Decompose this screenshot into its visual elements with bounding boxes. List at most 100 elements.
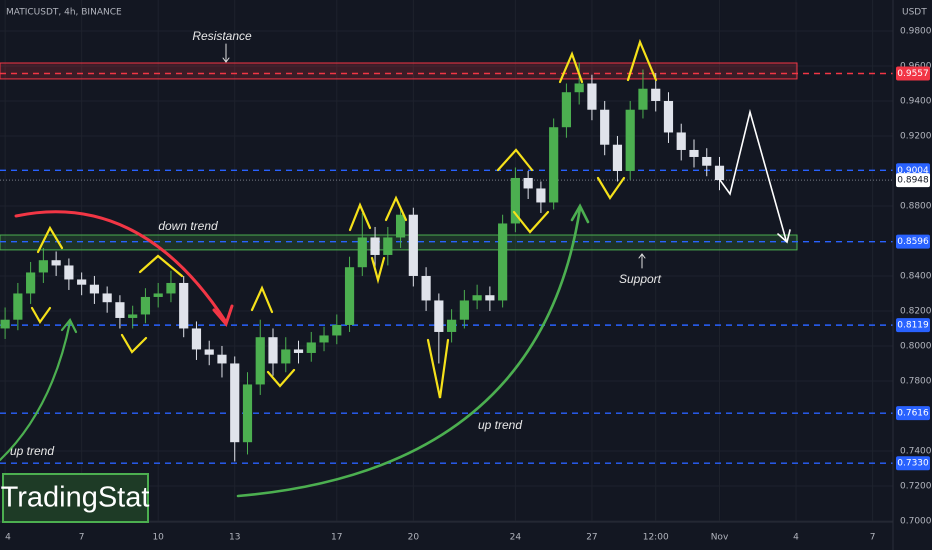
level-label: 0.7616 [897, 409, 929, 419]
candle-body [166, 282, 176, 294]
annotation: down trend [158, 219, 218, 233]
level-label: 0.9557 [897, 69, 929, 79]
y-tick-label: 0.7400 [900, 446, 932, 456]
candle-body [370, 237, 380, 255]
candle-body [0, 319, 10, 329]
candle-body [485, 295, 495, 301]
candle-body [408, 214, 418, 276]
candle-body [395, 214, 406, 238]
candle-body [115, 302, 125, 318]
candle-body [64, 265, 74, 280]
x-tick-label: 12:00 [643, 533, 669, 543]
candle-body [204, 349, 214, 355]
x-tick-label: 7 [870, 533, 876, 543]
candle-body [319, 335, 329, 343]
candle-body [510, 177, 520, 224]
x-tick-label: 24 [510, 533, 522, 543]
candles [0, 62, 725, 462]
level-tag [896, 234, 930, 249]
candle-body [561, 92, 572, 128]
candle-body [498, 223, 508, 301]
x-tick-label: 27 [586, 533, 597, 543]
axis-unit: USDT [902, 8, 927, 18]
zone-label: Resistance [192, 29, 252, 43]
candle-body [434, 300, 444, 332]
candle-body [651, 88, 661, 101]
y-tick-label: 0.9800 [900, 26, 932, 36]
zone [0, 62, 798, 80]
candle-body [179, 282, 189, 329]
candle-body [536, 188, 546, 203]
y-tick-label: 0.7800 [900, 376, 932, 386]
level-tag [896, 406, 930, 421]
x-tick-label: 7 [79, 533, 85, 543]
candle-body [459, 300, 469, 320]
x-tick-label: 10 [152, 533, 164, 543]
candle-body [230, 363, 240, 443]
y-tick-label: 0.8000 [900, 341, 932, 351]
level-tag [896, 173, 930, 188]
candle-body [523, 177, 533, 189]
x-tick-label: 13 [229, 533, 240, 543]
x-tick-label: 20 [408, 533, 420, 543]
candle-body [191, 328, 202, 350]
annotation: up trend [478, 418, 522, 432]
candle-body [306, 342, 316, 353]
candle-body [153, 293, 163, 297]
x-tick-label: 4 [793, 533, 799, 543]
candle-body [676, 132, 686, 150]
y-tick-label: 0.8400 [900, 271, 932, 281]
candle-body [242, 384, 253, 443]
level-label: 0.7330 [897, 459, 929, 469]
level-tag [896, 66, 930, 81]
drawings [0, 38, 791, 498]
watermark-box [2, 473, 149, 523]
candle-body [587, 83, 597, 110]
candle-body [472, 295, 482, 301]
y-tick-label: 0.8800 [900, 201, 932, 211]
level-label: 0.9004 [897, 166, 929, 176]
candle-body [217, 354, 227, 364]
watermark: TradingStat [1, 482, 150, 514]
candle-body [13, 293, 23, 320]
x-tick-label: 4 [5, 533, 11, 543]
candle-body [26, 272, 36, 294]
candle-body [689, 149, 699, 157]
level-tag [896, 456, 930, 471]
candle-body [638, 88, 648, 110]
candle-body [600, 109, 610, 145]
candle-body [89, 284, 99, 294]
candle-body [140, 296, 151, 315]
candle-body [102, 293, 112, 303]
candle-body [128, 314, 138, 318]
candle-body [702, 156, 712, 166]
candle-body [268, 337, 278, 364]
level-label: 0.8119 [897, 321, 929, 331]
candle-body [447, 319, 457, 332]
annotation: up trend [10, 444, 54, 458]
candle-body [77, 279, 87, 285]
candle-body [38, 260, 48, 273]
candle-body [281, 349, 291, 364]
level-label: 0.8948 [897, 176, 929, 186]
candle-body [663, 100, 674, 133]
candle-body [255, 337, 265, 385]
candle-body [293, 349, 304, 353]
level-label: 0.8596 [897, 237, 929, 247]
y-tick-label: 0.9600 [900, 61, 932, 71]
level-tag [896, 318, 930, 333]
candle-body [344, 267, 355, 325]
candle-body [357, 237, 367, 268]
zone-label: Support [619, 272, 662, 286]
levels [0, 72, 893, 464]
y-tick-label: 0.9200 [900, 131, 932, 141]
candle-body [612, 144, 623, 171]
candle-body [625, 109, 635, 171]
y-tick-label: 0.7200 [900, 481, 932, 491]
x-tick-label: Nov [711, 533, 729, 543]
y-tick-label: 0.7000 [900, 516, 932, 526]
candle-body [383, 237, 393, 255]
candle-body [714, 165, 725, 181]
y-tick-label: 0.9400 [900, 96, 932, 106]
